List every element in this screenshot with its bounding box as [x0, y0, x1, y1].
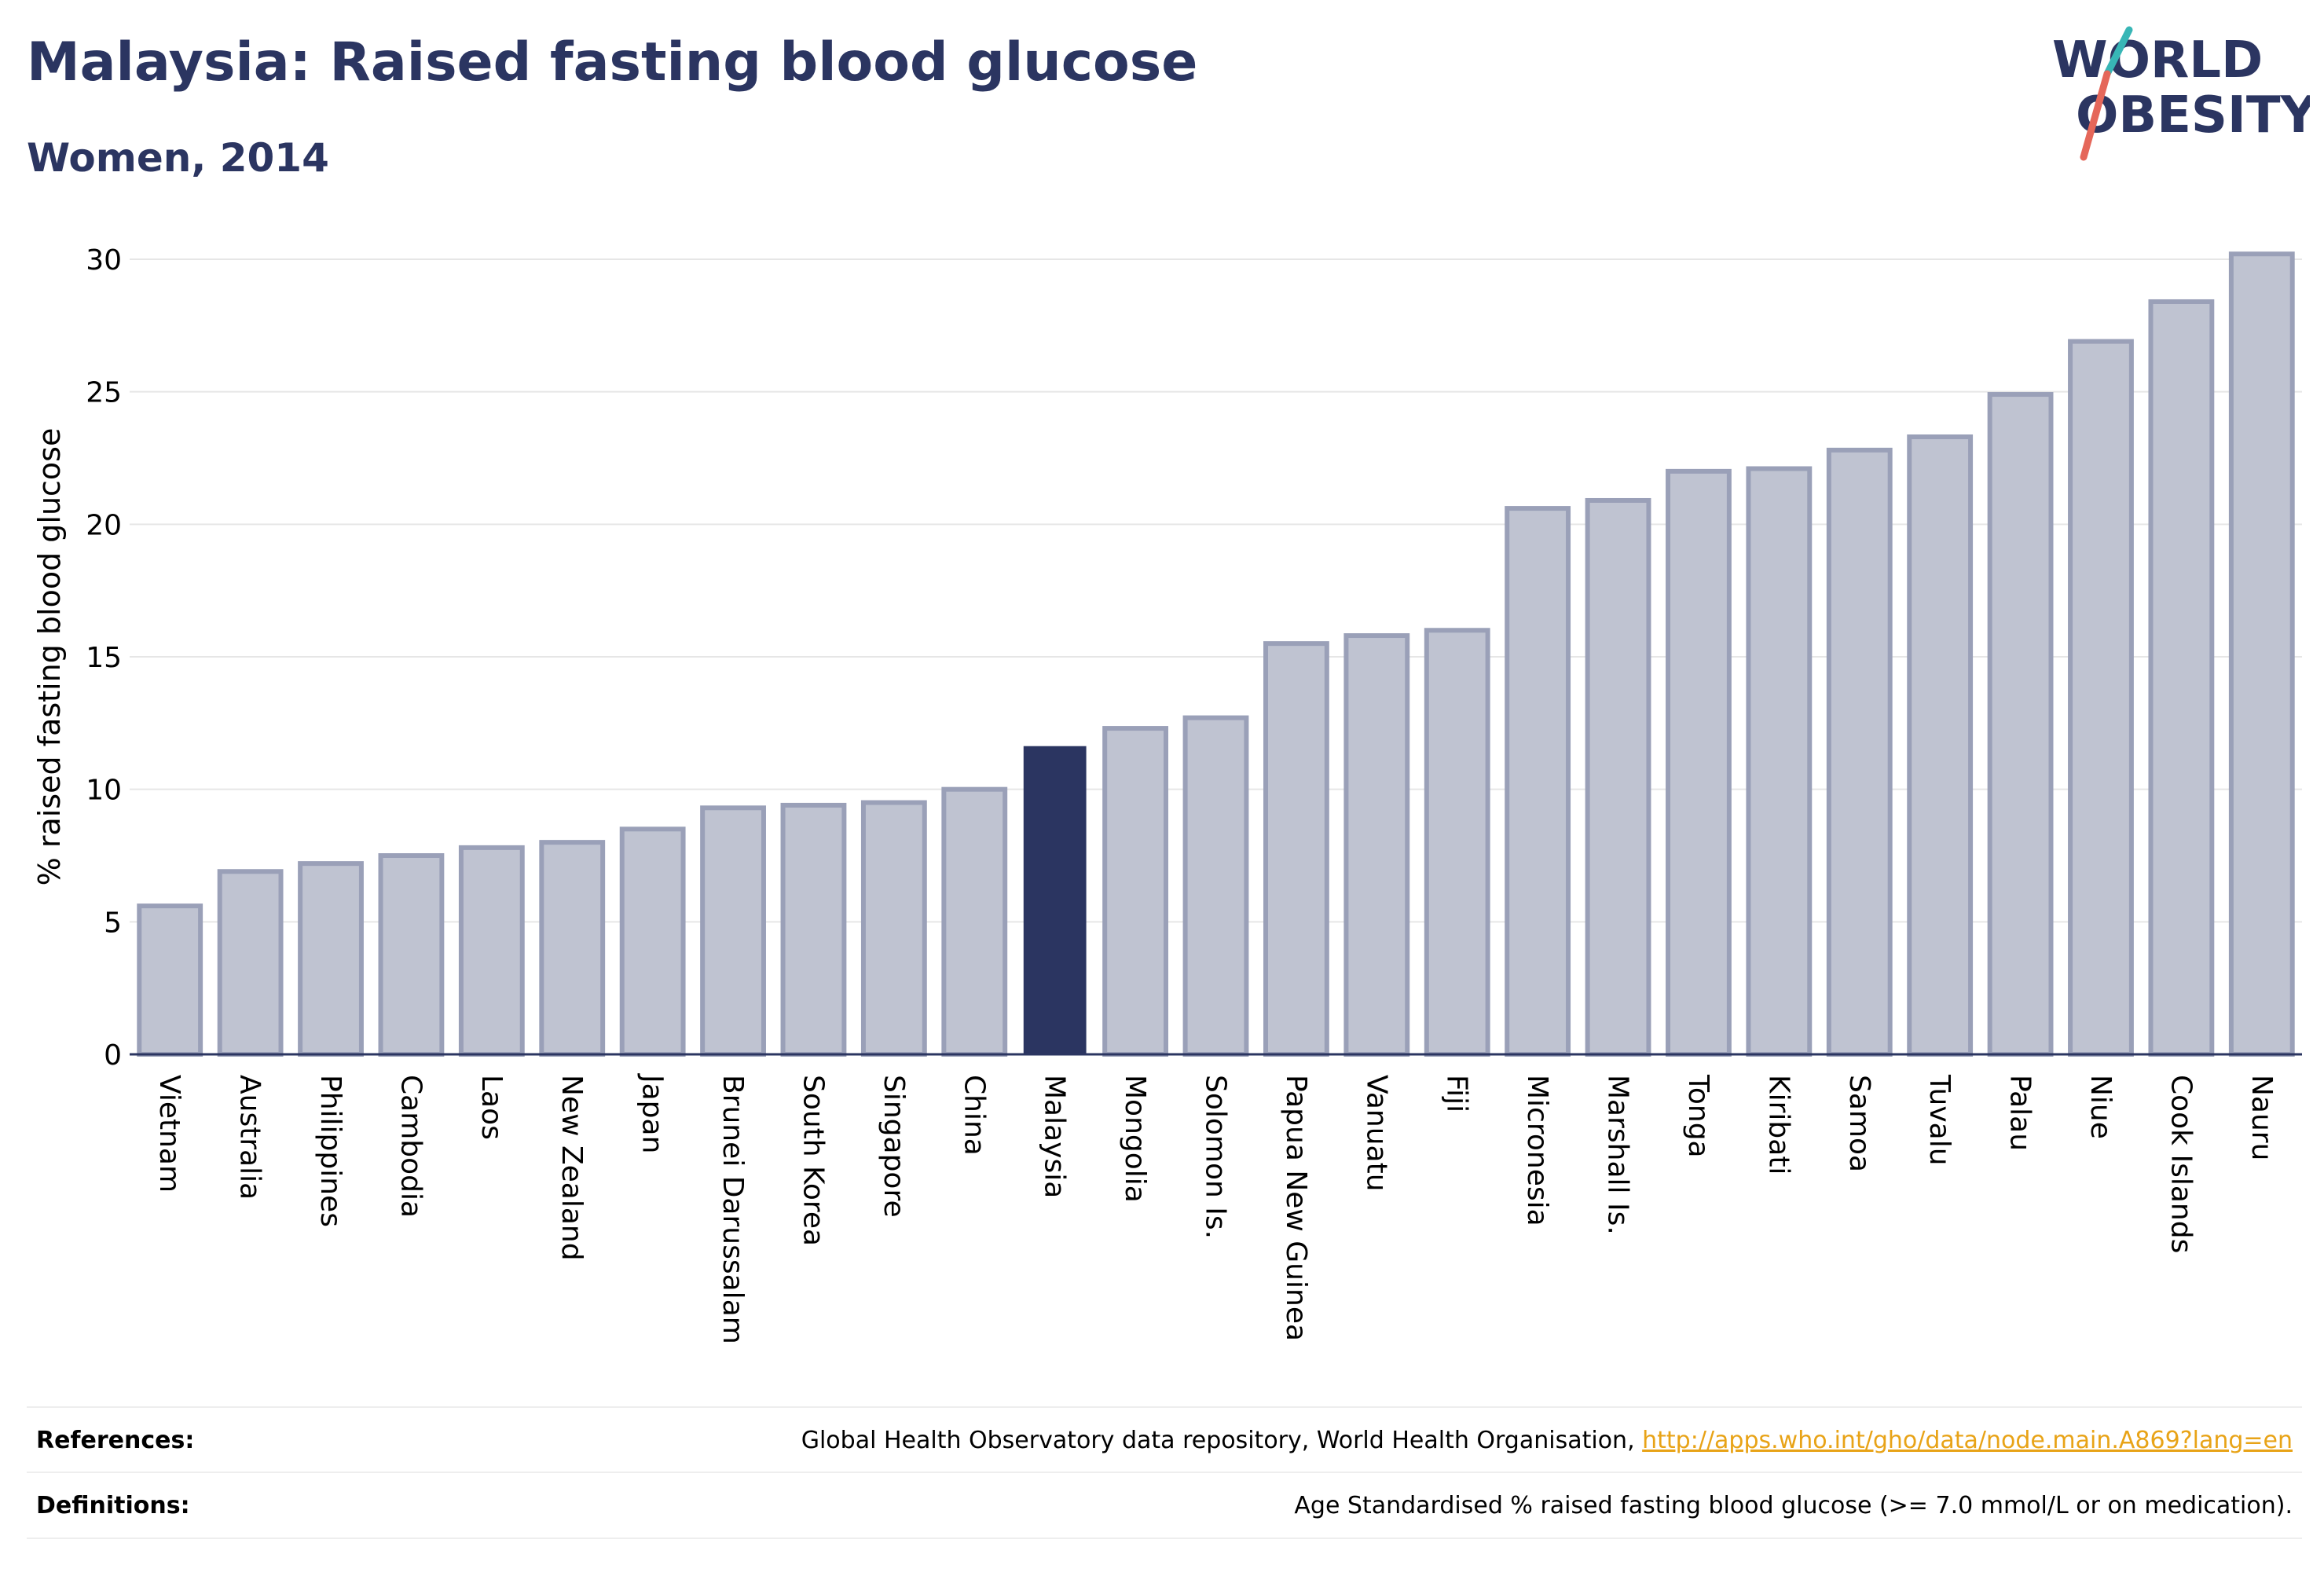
bar-malaysia: [1023, 746, 1087, 1056]
x-tick-label: Philippines: [314, 1075, 346, 1227]
references-label: References:: [36, 1426, 195, 1454]
bar-fiji: [1424, 628, 1490, 1057]
y-tick-label: 5: [104, 907, 122, 939]
x-tick-label: Tonga: [1682, 1074, 1714, 1158]
bar-kiribati: [1746, 466, 1813, 1057]
bar-china: [941, 786, 1008, 1057]
bar-samoa: [1826, 447, 1893, 1057]
bar-brunei-darussalam: [700, 805, 766, 1057]
bar-palau: [1987, 392, 2054, 1057]
x-tick-label: Marshall Is.: [1602, 1075, 1634, 1235]
bar-chart: 0 5 10 15 20 25 30 Vietnam Australia Philippines…: [32, 244, 2302, 1344]
bar-cambodia: [378, 853, 445, 1057]
x-tick-label: Tuvalu: [1923, 1074, 1956, 1166]
bar-tuvalu: [1907, 434, 1974, 1057]
logo-line2: OBESITY: [2076, 86, 2310, 145]
x-tick-label: Niue: [2084, 1075, 2117, 1139]
x-tick-label: China: [958, 1075, 990, 1156]
bar-mongolia: [1102, 726, 1169, 1057]
x-tick-label: Solomon Is.: [1200, 1075, 1232, 1239]
bar-vietnam: [137, 903, 203, 1057]
references-link[interactable]: http://apps.who.int/gho/data/node.main.A…: [1642, 1426, 2293, 1454]
x-tick-label: South Korea: [797, 1075, 829, 1246]
bar-vanuatu: [1343, 633, 1410, 1057]
x-tick-label: Papua New Guinea: [1280, 1075, 1312, 1341]
x-tick-label: Cambodia: [394, 1075, 427, 1218]
x-tick-label: Kiribati: [1762, 1075, 1794, 1175]
x-tick-label: Micronesia: [1521, 1075, 1553, 1226]
x-tick-label: Australia: [234, 1075, 266, 1200]
logo-slash-bottom: [2080, 70, 2111, 161]
world-obesity-logo: WORLD OBESITY: [2052, 26, 2310, 161]
x-tick-label: Brunei Darussalam: [717, 1075, 749, 1344]
x-tick-label: Singapore: [878, 1075, 910, 1218]
bar-marshall-is: [1585, 497, 1651, 1057]
bar-micronesia: [1505, 506, 1571, 1057]
x-tick-label: Palau: [2004, 1075, 2036, 1151]
x-tick-label: Samoa: [1843, 1075, 1875, 1172]
bar-solomon-is: [1182, 715, 1249, 1057]
y-tick-label: 0: [104, 1039, 122, 1072]
bar-philippines: [298, 861, 364, 1057]
bars: [137, 251, 2295, 1057]
y-tick-label: 30: [86, 244, 122, 277]
bar-south-korea: [780, 802, 847, 1057]
logo-line1: WORLD: [2052, 31, 2263, 90]
definitions-value: Age Standardised % raised fasting blood …: [1294, 1491, 2293, 1519]
y-tick-label: 15: [86, 642, 122, 674]
bar-new-zealand: [539, 840, 606, 1057]
x-tick-label: Malaysia: [1039, 1075, 1071, 1198]
y-tick-label: 25: [86, 377, 122, 409]
x-tick-label: New Zealand: [555, 1075, 588, 1261]
x-tick-label: Laos: [475, 1075, 508, 1140]
x-tick-label: Fiji: [1441, 1075, 1473, 1112]
x-tick-label: Nauru: [2245, 1075, 2278, 1160]
references-value: Global Health Observatory data repositor…: [801, 1427, 2302, 1454]
definitions-row: Definitions: Age Standardised % raised f…: [27, 1472, 2302, 1539]
bar-niue: [2068, 339, 2134, 1057]
x-tick-labels: Vietnam Australia Philippines Cambodia Laos N…: [153, 1073, 2278, 1344]
bar-tonga: [1666, 468, 1732, 1057]
y-tick-label: 10: [86, 775, 122, 807]
bar-singapore: [860, 800, 927, 1057]
bar-cook-islands: [2148, 299, 2215, 1057]
page-subtitle: Women, 2014: [27, 135, 329, 181]
y-axis-title: % raised fasting blood glucose: [32, 428, 67, 886]
bar-papua-new-guinea: [1263, 641, 1329, 1057]
references-text: Global Health Observatory data repositor…: [801, 1426, 1643, 1454]
y-tick-labels: 0 5 10 15 20 25 30: [86, 244, 122, 1072]
y-tick-label: 20: [86, 509, 122, 541]
bar-nauru: [2228, 251, 2295, 1057]
x-tick-label: Vietnam: [153, 1075, 185, 1193]
bar-laos: [458, 845, 525, 1057]
definitions-label: Definitions:: [36, 1491, 190, 1519]
logo-slash-top: [2103, 26, 2133, 78]
references-row: References: Global Health Observatory da…: [27, 1406, 2302, 1472]
bar-australia: [217, 869, 284, 1057]
bar-japan: [619, 826, 686, 1057]
page-title: Malaysia: Raised fasting blood glucose: [27, 31, 1198, 93]
x-tick-label: Vanuatu: [1360, 1075, 1392, 1192]
x-tick-label: Cook Islands: [2165, 1075, 2197, 1253]
x-tick-label: Japan: [636, 1073, 669, 1153]
x-tick-label: Mongolia: [1119, 1075, 1151, 1203]
